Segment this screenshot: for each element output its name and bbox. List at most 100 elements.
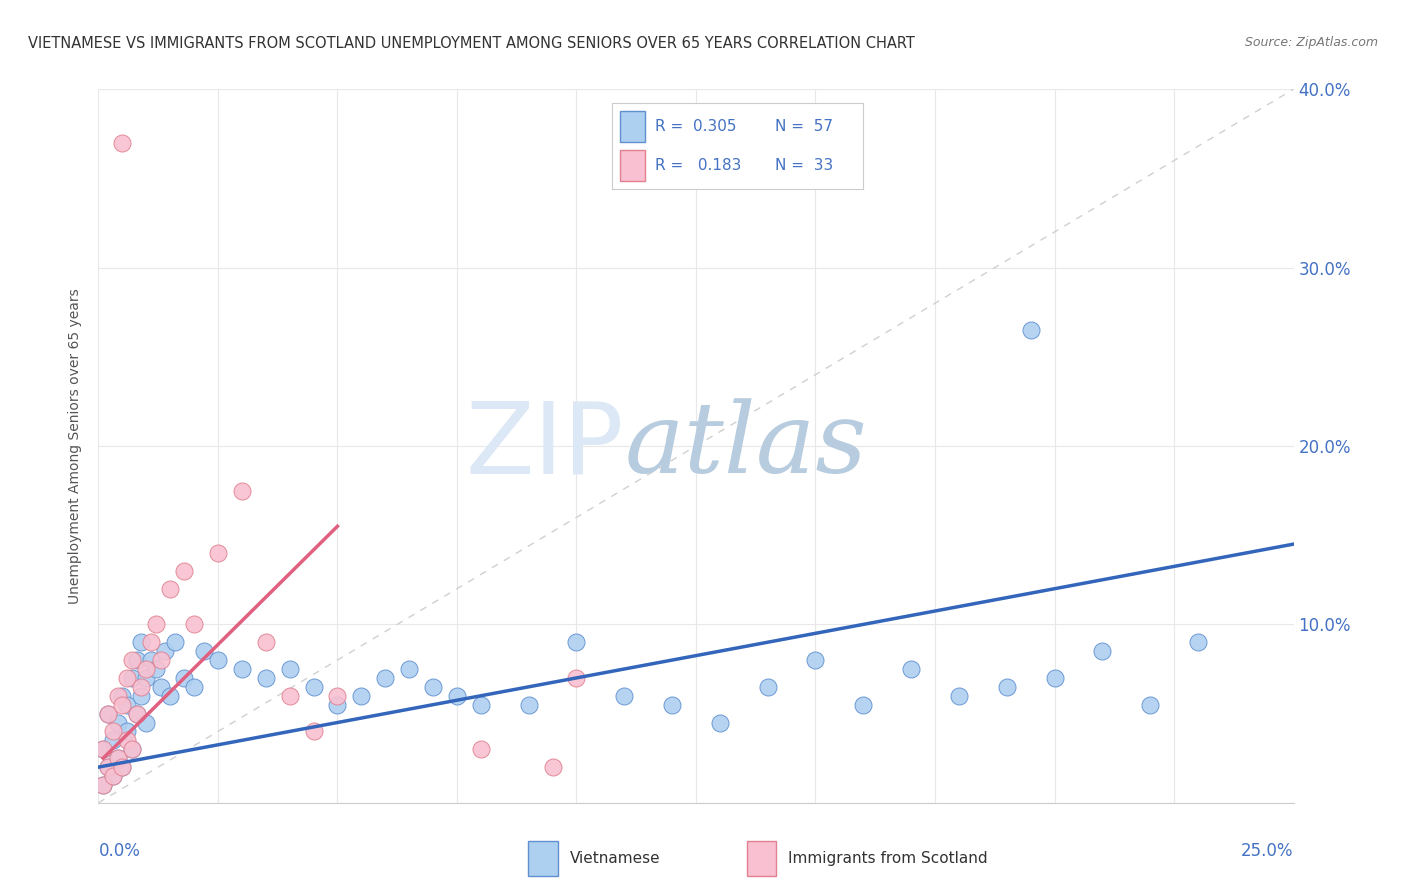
Point (121, 742, 143, 756)
Point (149, 653, 172, 667)
Point (1091, 644, 1114, 658)
FancyBboxPatch shape (620, 112, 645, 142)
Y-axis label: Unemployment Among Seniors over 65 years: Unemployment Among Seniors over 65 years (69, 288, 83, 604)
Point (111, 689, 134, 703)
Point (231, 662, 253, 676)
Point (91, 778, 114, 792)
Point (207, 653, 229, 667)
Point (231, 483, 253, 498)
Point (278, 689, 301, 703)
Point (97, 760, 120, 774)
Point (254, 635, 277, 649)
Point (1139, 698, 1161, 712)
Point (541, 760, 564, 774)
Point (422, 680, 444, 694)
Point (1043, 671, 1066, 685)
Point (470, 742, 492, 756)
Point (111, 698, 134, 712)
Point (131, 680, 153, 694)
Text: Source: ZipAtlas.com: Source: ZipAtlas.com (1244, 36, 1378, 49)
Point (326, 698, 349, 712)
Point (948, 689, 970, 703)
Point (101, 733, 124, 747)
Point (326, 689, 349, 703)
Text: Vietnamese: Vietnamese (569, 851, 659, 866)
Text: atlas: atlas (624, 399, 868, 493)
Point (350, 689, 373, 703)
Point (254, 671, 277, 685)
Point (97, 706, 120, 721)
Point (1187, 635, 1209, 649)
Point (91, 742, 114, 756)
Point (115, 671, 138, 685)
Point (193, 644, 215, 658)
Point (995, 680, 1018, 694)
Text: 0.0%: 0.0% (98, 842, 141, 860)
Point (470, 698, 492, 712)
Point (159, 582, 181, 596)
Point (173, 671, 195, 685)
Point (139, 635, 162, 649)
Point (97, 760, 120, 774)
Point (111, 760, 134, 774)
Point (115, 698, 138, 712)
Point (145, 662, 167, 676)
Point (302, 724, 325, 739)
Point (135, 715, 157, 730)
Point (565, 635, 588, 649)
Point (1019, 323, 1042, 337)
Point (131, 635, 153, 649)
Point (125, 706, 148, 721)
Point (155, 644, 177, 658)
Point (517, 698, 540, 712)
FancyBboxPatch shape (529, 841, 558, 876)
Text: N =  57: N = 57 (776, 120, 834, 134)
Point (374, 671, 396, 685)
Point (159, 689, 181, 703)
Text: ZIP: ZIP (465, 398, 624, 494)
Point (125, 653, 148, 667)
Point (121, 671, 143, 685)
Text: N =  33: N = 33 (776, 158, 834, 173)
Point (139, 653, 162, 667)
Point (661, 698, 683, 712)
Point (709, 715, 731, 730)
Point (565, 671, 588, 685)
Point (115, 724, 138, 739)
Text: 25.0%: 25.0% (1241, 842, 1294, 860)
FancyBboxPatch shape (747, 841, 776, 876)
Point (207, 546, 229, 560)
Point (125, 706, 148, 721)
Point (101, 724, 124, 739)
Text: Immigrants from Scotland: Immigrants from Scotland (787, 851, 987, 866)
Text: R =  0.305: R = 0.305 (655, 120, 737, 134)
Point (173, 564, 195, 578)
FancyBboxPatch shape (620, 150, 645, 180)
Point (91, 742, 114, 756)
Point (131, 689, 153, 703)
Point (149, 680, 172, 694)
Point (97, 706, 120, 721)
Point (278, 662, 301, 676)
Point (107, 689, 129, 703)
Point (613, 689, 636, 703)
Point (115, 733, 138, 747)
Point (145, 617, 167, 632)
Point (804, 653, 827, 667)
Point (302, 680, 325, 694)
Point (101, 769, 124, 783)
Point (135, 671, 157, 685)
Point (121, 653, 143, 667)
Point (121, 742, 143, 756)
Text: R =   0.183: R = 0.183 (655, 158, 741, 173)
Point (101, 769, 124, 783)
Point (107, 715, 129, 730)
Point (183, 680, 205, 694)
Point (900, 662, 922, 676)
Point (91, 778, 114, 792)
Point (852, 698, 875, 712)
Point (756, 680, 779, 694)
Point (183, 617, 205, 632)
Point (111, 136, 134, 150)
Point (446, 689, 468, 703)
